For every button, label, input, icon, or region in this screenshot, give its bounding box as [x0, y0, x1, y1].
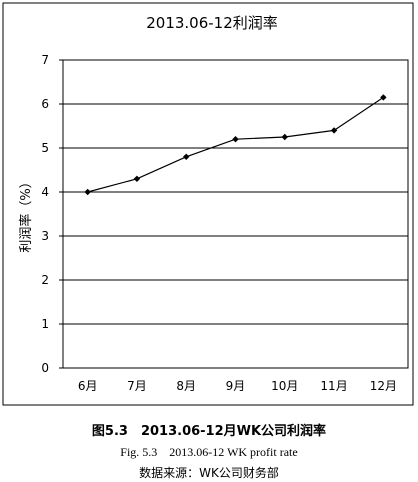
plot-border — [62, 59, 409, 369]
y-tick-label: 5 — [41, 141, 49, 155]
data-point — [84, 188, 91, 196]
y-tick-label: 2 — [41, 273, 49, 287]
y-tick-label: 0 — [41, 361, 49, 375]
y-tick-label: 6 — [41, 97, 49, 111]
data-point — [281, 133, 288, 141]
data-point — [380, 94, 387, 101]
x-tick-label: 9月 — [226, 379, 246, 393]
chart-figure: 2013.06-12利润率 利润率（%） 0 1 2 3 4 5 6 7 6月 7月 8月 9月 10月… — [2, 2, 414, 406]
figure-caption-cn: 图5.3 2013.06-12月WK公司利润率 — [91, 424, 327, 439]
line-chart: 2013.06-12利润率 利润率（%） 0 1 2 3 4 5 6 7 6月 7月 8月 9月 10月… — [2, 2, 414, 406]
data-point — [330, 127, 338, 134]
y-tick-label: 3 — [41, 229, 49, 243]
x-tick-label: 6月 — [78, 379, 98, 393]
figure-caption-en: Fig. 5.3 2013.06-12 WK profit rate — [120, 445, 298, 459]
y-tick-label: 1 — [41, 317, 49, 331]
y-tick-label: 7 — [41, 53, 49, 67]
chart-title: 2013.06-12利润率 — [146, 14, 278, 32]
y-axis-label: 利润率（%） — [18, 175, 34, 252]
x-tick-label: 12月 — [370, 379, 397, 393]
x-tick-label: 10月 — [271, 379, 298, 393]
data-point — [133, 175, 141, 182]
y-tick-label: 4 — [41, 185, 49, 199]
x-tick-label: 11月 — [320, 379, 347, 393]
x-tick-label: 7月 — [127, 379, 147, 393]
data-point — [183, 153, 190, 160]
x-tick-label: 8月 — [176, 379, 196, 393]
figure-data-source: 数据来源：WK公司财务部 — [139, 466, 279, 480]
chart-border — [2, 2, 414, 406]
plot-area: 0 1 2 3 4 5 6 7 6月 7月 8月 9月 10月 11月 12月 — [41, 53, 409, 393]
data-point — [232, 136, 239, 143]
